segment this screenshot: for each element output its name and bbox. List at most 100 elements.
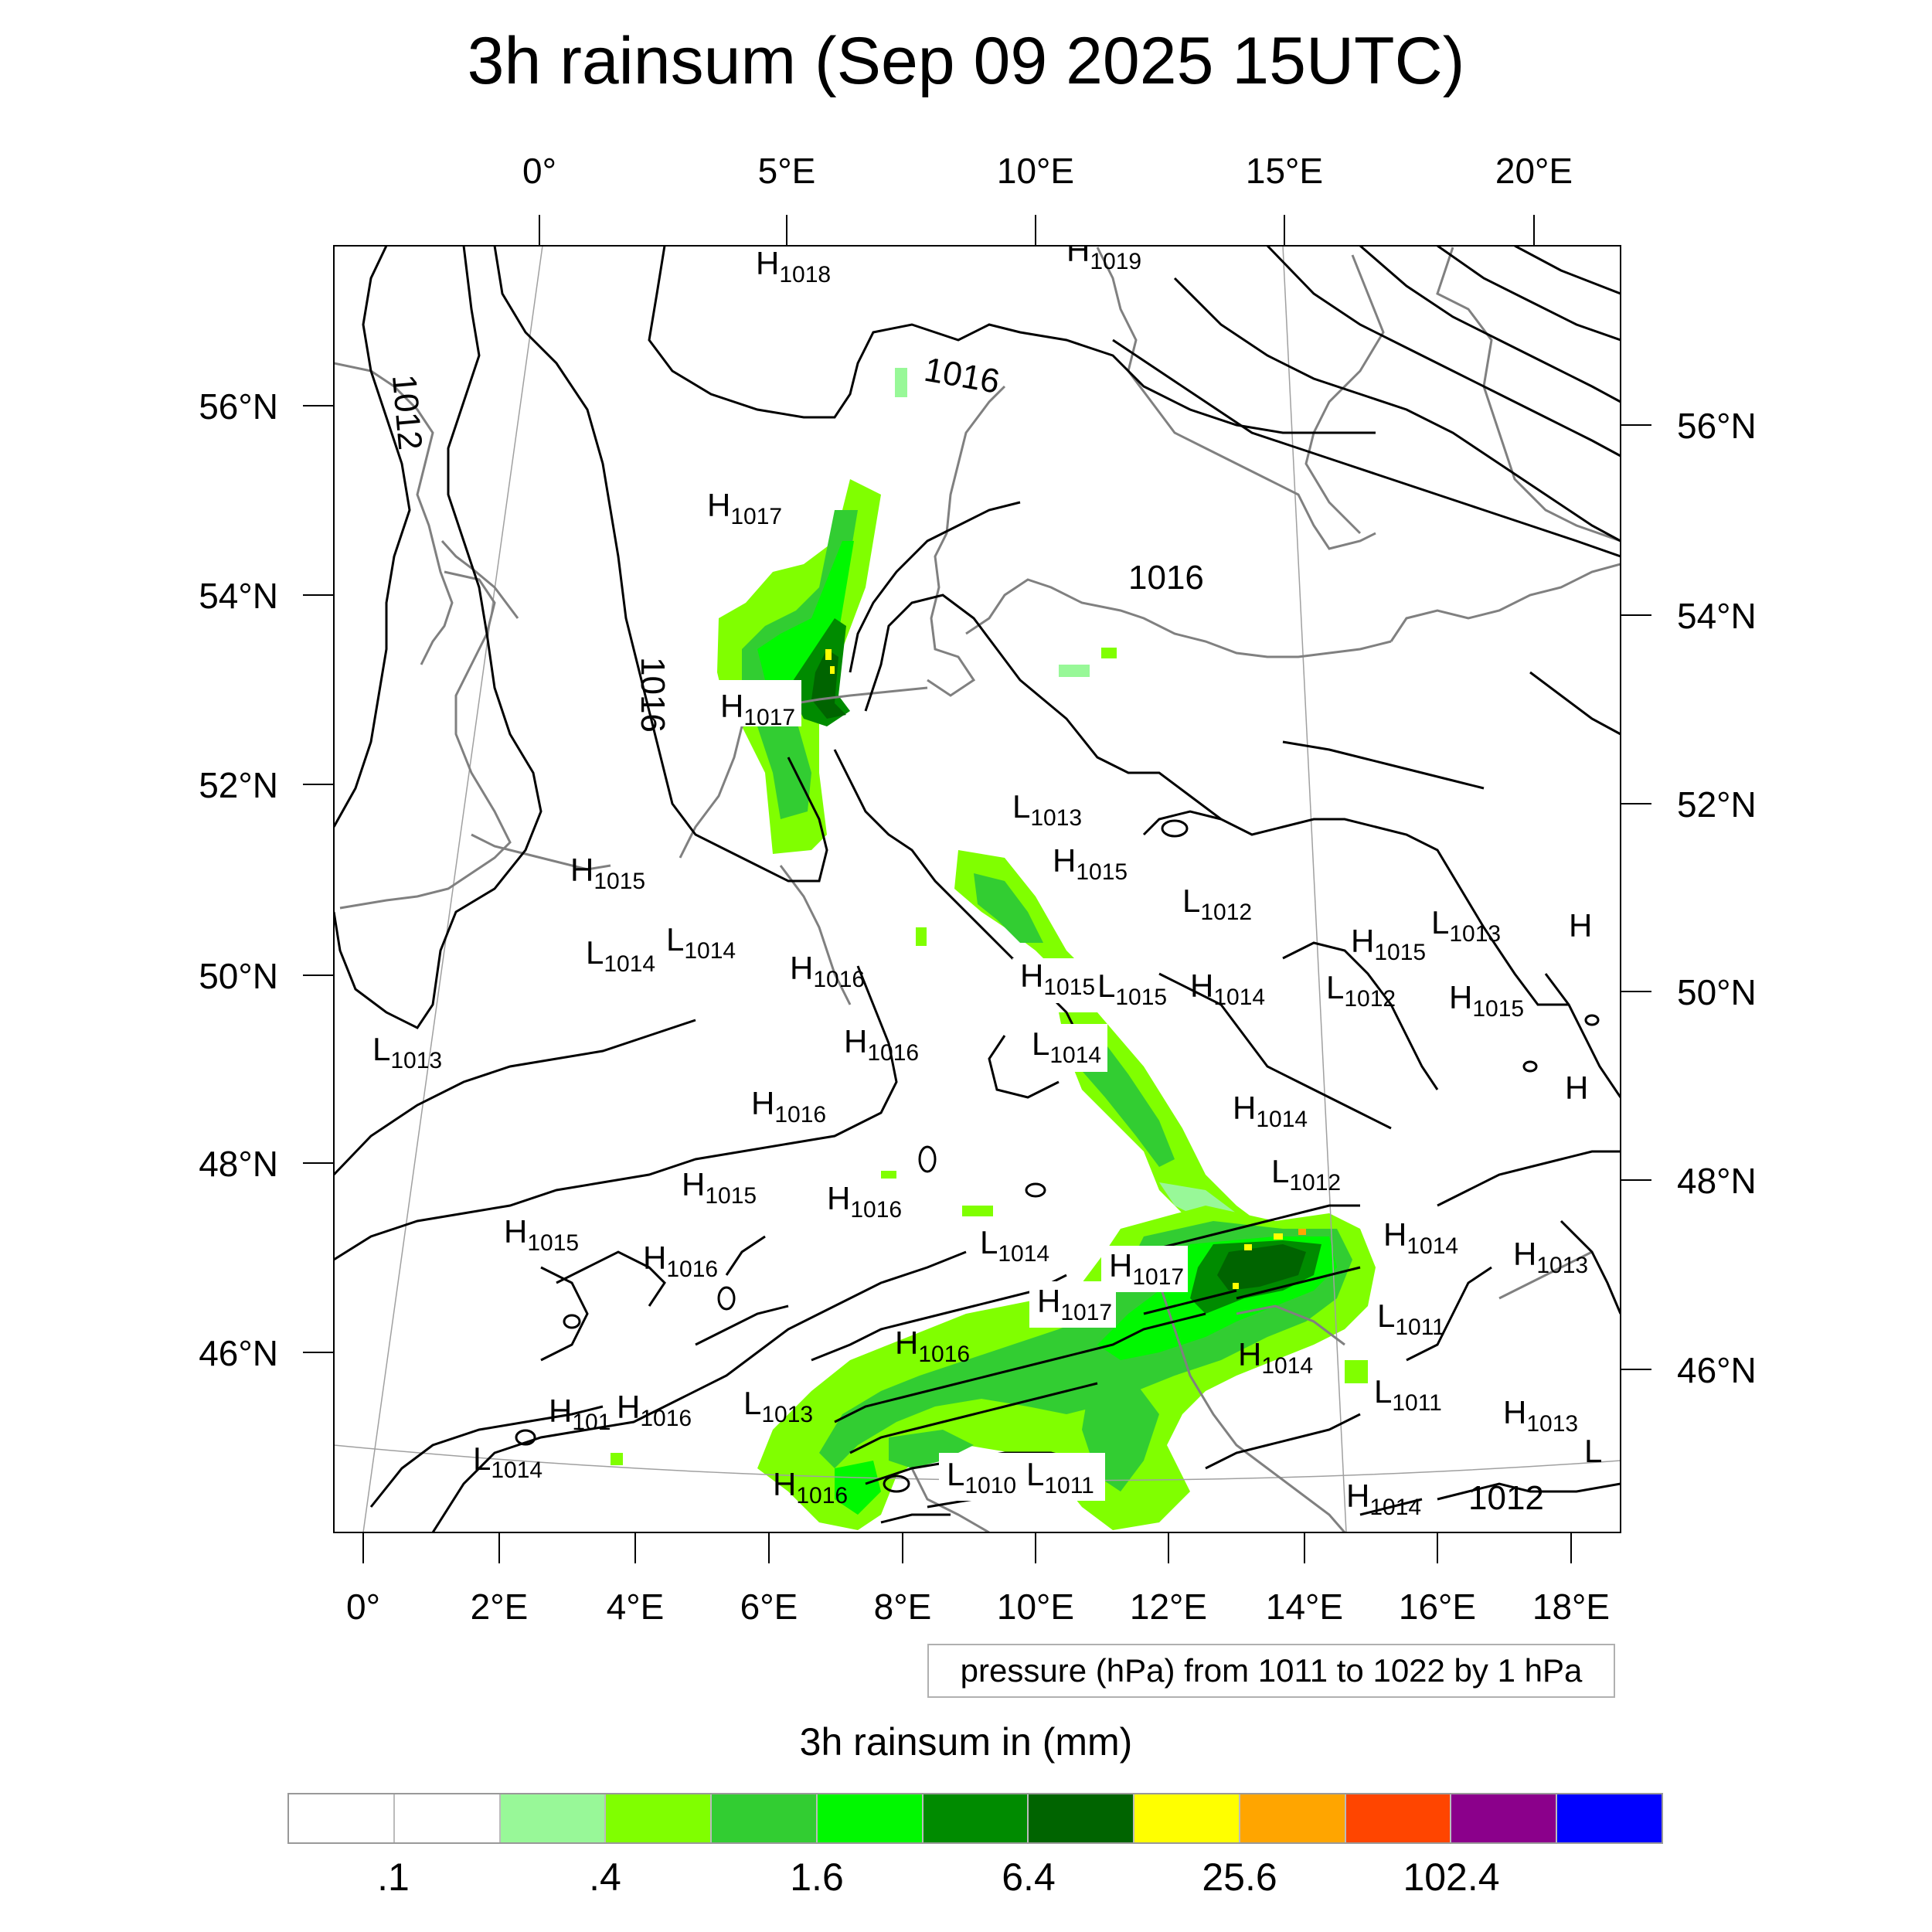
- pressure-center: L: [1584, 1433, 1602, 1469]
- pressure-center: H1017: [1037, 1283, 1112, 1325]
- pressure-center: H1015: [570, 852, 645, 894]
- pressure-center: L1013: [1012, 788, 1082, 831]
- lon-label: 10°E: [997, 151, 1074, 191]
- lat-label: 52°N: [199, 765, 278, 805]
- lon-label: 0°: [522, 151, 556, 191]
- colorbar-swatch: [712, 1794, 818, 1842]
- colorbar-swatch: [923, 1794, 1029, 1842]
- colorbar-swatch: [1029, 1794, 1135, 1842]
- lon-label: 16°E: [1399, 1587, 1476, 1627]
- rain-field: [611, 368, 1376, 1530]
- pressure-center: H1016: [643, 1240, 718, 1282]
- lat-label: 54°N: [1677, 596, 1757, 636]
- contour-label: 1012: [1468, 1479, 1544, 1517]
- right-lat-labels: 56°N 54°N 52°N 50°N 48°N 46°N: [1677, 406, 1757, 1390]
- contour-label: 1012: [385, 373, 429, 452]
- map-frame: [333, 245, 1621, 1533]
- pressure-center: H1019: [1066, 232, 1141, 274]
- pressure-center: H1016: [827, 1180, 902, 1223]
- lon-label: 15°E: [1246, 151, 1323, 191]
- pressure-center: H1013: [1513, 1236, 1588, 1278]
- pressure-center: L1014: [980, 1224, 1049, 1267]
- pressure-center: H1013: [1503, 1394, 1578, 1437]
- lat-label: 50°N: [199, 956, 278, 996]
- colorbar-title: 3h rainsum in (mm): [799, 1720, 1133, 1764]
- pressure-center: H1014: [1346, 1478, 1421, 1520]
- isobars: [334, 246, 1621, 1532]
- pressure-center: H1015: [1449, 979, 1524, 1022]
- pressure-center: H: [1569, 907, 1592, 944]
- lon-label: 10°E: [997, 1587, 1074, 1627]
- pressure-center: H1016: [844, 1023, 919, 1066]
- colorbar-label: 25.6: [1202, 1855, 1277, 1899]
- pressure-center: L1014: [666, 921, 736, 964]
- pressure-center: L1014: [1032, 1026, 1101, 1068]
- pressure-center: H1014: [1233, 1090, 1308, 1132]
- left-lat-labels: 56°N 54°N 52°N 50°N 48°N 46°N: [199, 386, 278, 1373]
- contour-info-box: pressure (hPa) from 1011 to 1022 by 1 hP…: [927, 1644, 1615, 1698]
- lat-label: 46°N: [199, 1333, 278, 1373]
- colorbar-label: 1.6: [790, 1855, 844, 1899]
- pressure-center: H1017: [1109, 1247, 1184, 1290]
- contour-label: 1016: [634, 657, 672, 733]
- pressure-center: H1016: [895, 1325, 970, 1367]
- colorbar-swatch: [394, 1794, 501, 1842]
- pressure-center: H1016: [751, 1085, 826, 1128]
- pressure-center: L1011: [1374, 1373, 1442, 1416]
- colorbar-swatch: [1240, 1794, 1346, 1842]
- lat-label: 48°N: [1677, 1161, 1757, 1201]
- pressure-center: L1012: [1326, 969, 1396, 1012]
- pressure-center: H1014: [1238, 1336, 1313, 1379]
- bottom-ticks: [362, 1532, 1572, 1563]
- pressure-center: H1015: [682, 1166, 757, 1209]
- map-title: 3h rainsum (Sep 09 2025 15UTC): [467, 24, 1465, 98]
- bottom-lon-labels: 0° 2°E 4°E 6°E 8°E 10°E 12°E 14°E 16°E 1…: [346, 1587, 1610, 1627]
- lat-label: 48°N: [199, 1144, 278, 1184]
- pressure-center: H1015: [1351, 923, 1426, 965]
- pressure-center: H1017: [707, 487, 782, 529]
- pressure-center: H1015: [1020, 957, 1095, 1000]
- pressure-center: H1016: [617, 1389, 692, 1431]
- colorbar-swatch: [500, 1794, 607, 1842]
- lon-label: 5°E: [758, 151, 816, 191]
- colorbar-label: 102.4: [1403, 1855, 1500, 1899]
- lon-label: 0°: [346, 1587, 380, 1627]
- lon-label: 2°E: [471, 1587, 529, 1627]
- left-ticks: [303, 405, 334, 1353]
- pressure-center: L1013: [372, 1031, 442, 1073]
- pressure-center: L1010: [947, 1456, 1016, 1498]
- lon-label: 20°E: [1495, 151, 1573, 191]
- lon-label: 14°E: [1266, 1587, 1343, 1627]
- pressure-center: L1012: [1271, 1153, 1341, 1196]
- lat-label: 50°N: [1677, 972, 1757, 1012]
- lon-label: 4°E: [607, 1587, 665, 1627]
- lat-label: 56°N: [1677, 406, 1757, 446]
- colorbar-swatch: [606, 1794, 713, 1842]
- pressure-center: H1018: [756, 245, 831, 287]
- pressure-center: L1013: [743, 1385, 813, 1427]
- pressure-center: H101: [549, 1393, 611, 1435]
- lat-label: 52°N: [1677, 784, 1757, 825]
- right-ticks: [1621, 424, 1651, 1370]
- lon-label: 12°E: [1130, 1587, 1207, 1627]
- pressure-center: L1014: [473, 1440, 543, 1483]
- colorbar-swatch: [1134, 1794, 1240, 1842]
- pressure-center: L1013: [1431, 904, 1501, 947]
- lat-label: 54°N: [199, 576, 278, 616]
- contour-labels: 1016 1012 1016 1016 1012: [385, 351, 1544, 1517]
- pressure-center: H1014: [1190, 968, 1265, 1010]
- lon-label: 18°E: [1532, 1587, 1610, 1627]
- colorbar-label: .1: [377, 1855, 410, 1899]
- pressure-center: L1012: [1182, 883, 1252, 925]
- pressure-center: L1014: [586, 934, 655, 977]
- colorbar-swatch: [1557, 1794, 1662, 1842]
- lat-label: 46°N: [1677, 1350, 1757, 1390]
- contour-label: 1016: [1128, 559, 1204, 597]
- lat-label: 56°N: [199, 386, 278, 427]
- pressure-center: H1017: [720, 688, 795, 730]
- pressure-center: H1016: [790, 950, 865, 992]
- pressure-center: L1015: [1097, 968, 1167, 1010]
- lon-label: 6°E: [740, 1587, 798, 1627]
- colorbar-swatch: [289, 1794, 395, 1842]
- lon-label: 8°E: [874, 1587, 932, 1627]
